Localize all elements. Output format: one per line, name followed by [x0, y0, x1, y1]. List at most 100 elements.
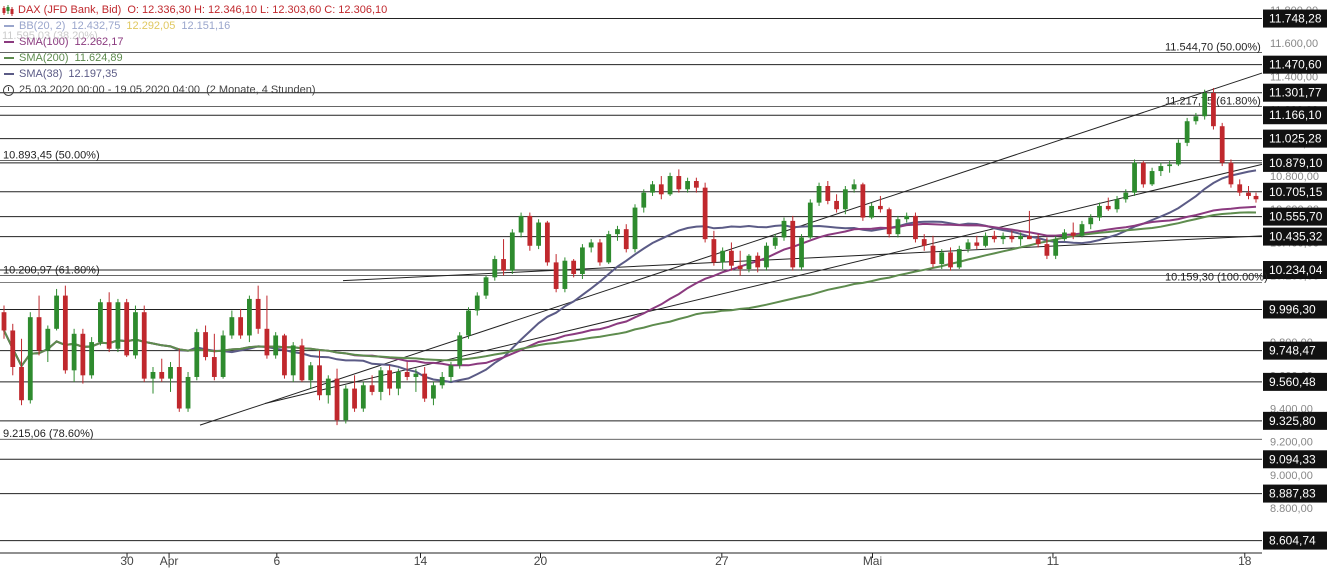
x-tick-label: 27	[715, 554, 729, 568]
x-tick-label: 11	[1047, 554, 1060, 568]
candle-body	[597, 242, 603, 263]
y-tick-label: 10.800,00	[1270, 171, 1319, 183]
candle-body	[1105, 205, 1111, 210]
level-tag	[1263, 55, 1327, 74]
candle-body	[168, 367, 173, 379]
x-tick-label: 18	[1238, 554, 1252, 568]
level-label: 11.301,77	[1269, 86, 1322, 100]
x-tick-label: 14	[414, 554, 428, 568]
candle-body	[255, 298, 261, 329]
level-label: 9.560,48	[1269, 375, 1316, 389]
legend-sma100-value: 12.262,17	[74, 36, 124, 48]
candle-body	[991, 235, 997, 240]
x-tick-label: 6	[273, 554, 280, 568]
level-label: 11.470,60	[1269, 58, 1322, 72]
candle-body	[1, 312, 7, 331]
candle-body	[939, 252, 945, 265]
legend-overlap-text: 11.595,03 (38.20%)	[2, 30, 98, 42]
candle-body	[439, 376, 445, 386]
candle-body	[141, 312, 147, 379]
candle-body	[36, 317, 42, 351]
candle-body	[948, 252, 953, 268]
candle-body	[825, 185, 831, 201]
level-tag	[1263, 300, 1327, 319]
candle-body	[369, 385, 375, 392]
candle-body	[1193, 116, 1199, 122]
candle-body	[886, 209, 892, 235]
candle-body	[1219, 126, 1225, 163]
candle-body	[615, 229, 620, 235]
candle-body	[1149, 171, 1155, 185]
legend-bb-row: BB(20, 2) 12.432,75 12.292,05 12.151,16	[2, 18, 387, 34]
candle-body	[325, 378, 331, 396]
x-tick-label: Apr	[160, 554, 179, 568]
candle-body	[772, 237, 778, 246]
level-tag	[1263, 372, 1327, 391]
level-label: 9.325,80	[1269, 414, 1316, 428]
candle-body	[1246, 192, 1251, 196]
candle-body	[1114, 199, 1120, 210]
candle-body	[378, 370, 384, 392]
level-tag	[1263, 106, 1327, 125]
candle-body	[860, 184, 866, 218]
x-tick-label: Mai	[863, 554, 882, 568]
level-tag	[1263, 9, 1327, 28]
candle-body	[553, 262, 559, 289]
level-label: 9.094,33	[1269, 452, 1316, 466]
candle-body	[1079, 224, 1085, 236]
candle-body	[720, 250, 726, 263]
candle-body	[80, 333, 86, 376]
candle-body	[650, 184, 655, 193]
candle-body	[904, 215, 910, 220]
candle-body	[851, 184, 857, 190]
sma200-line	[3, 211, 1257, 368]
candle-body	[159, 371, 165, 379]
candle-body	[1000, 235, 1006, 240]
candle-body	[913, 215, 918, 240]
candle-body	[133, 312, 138, 356]
level-tag	[1263, 129, 1327, 148]
candle-body	[781, 220, 787, 238]
candle-body	[1044, 244, 1050, 256]
candle-body	[176, 367, 182, 409]
candle-body	[343, 388, 349, 421]
candle-body	[404, 371, 410, 377]
sma100-line	[3, 205, 1257, 368]
candle-body	[685, 181, 690, 190]
candle-body	[229, 317, 235, 336]
candle-body	[606, 234, 612, 263]
candle-body	[1202, 92, 1208, 117]
fib-label: 10.893,45 (50.00%)	[3, 150, 100, 162]
legend-bb-lower: 12.151,16	[181, 20, 231, 32]
level-label: 10.555,70	[1269, 210, 1323, 224]
candle-body	[693, 181, 699, 188]
legend-ohlc: O: 12.336,30 H: 12.346,10 L: 12.303,60 C…	[127, 4, 388, 16]
level-tag	[1263, 450, 1327, 469]
candle-body	[667, 176, 673, 195]
candle-body	[1035, 239, 1041, 245]
candle-body	[1175, 142, 1181, 165]
legend-sma100-row: SMA(100) 12.262,17	[2, 34, 387, 50]
candle-body	[1237, 184, 1243, 193]
level-tag	[1263, 182, 1327, 201]
candlestick-icon	[2, 4, 14, 16]
chart-legend: DAX (JFD Bank, Bid) O: 12.336,30 H: 12.3…	[2, 2, 387, 98]
candle-body	[1211, 92, 1216, 127]
candle-body	[641, 192, 647, 208]
legend-range-note: (2 Monate, 4 Stunden)	[206, 84, 316, 96]
candle-body	[124, 302, 130, 356]
legend-sma200-row: SMA(200) 11.624,89	[2, 50, 387, 66]
candle-body	[483, 277, 489, 296]
level-tag	[1263, 227, 1327, 246]
candle-body	[895, 219, 901, 235]
candle-body	[98, 302, 103, 343]
y-tick-label: 11.600,00	[1270, 38, 1318, 50]
level-label: 10.705,15	[1269, 185, 1323, 199]
clock-icon	[3, 84, 14, 96]
candle-body	[431, 385, 436, 399]
candle-body	[878, 205, 883, 210]
candle-body	[562, 260, 568, 289]
fib-label: 9.215,06 (78.60%)	[3, 428, 94, 440]
candle-body	[317, 365, 322, 396]
